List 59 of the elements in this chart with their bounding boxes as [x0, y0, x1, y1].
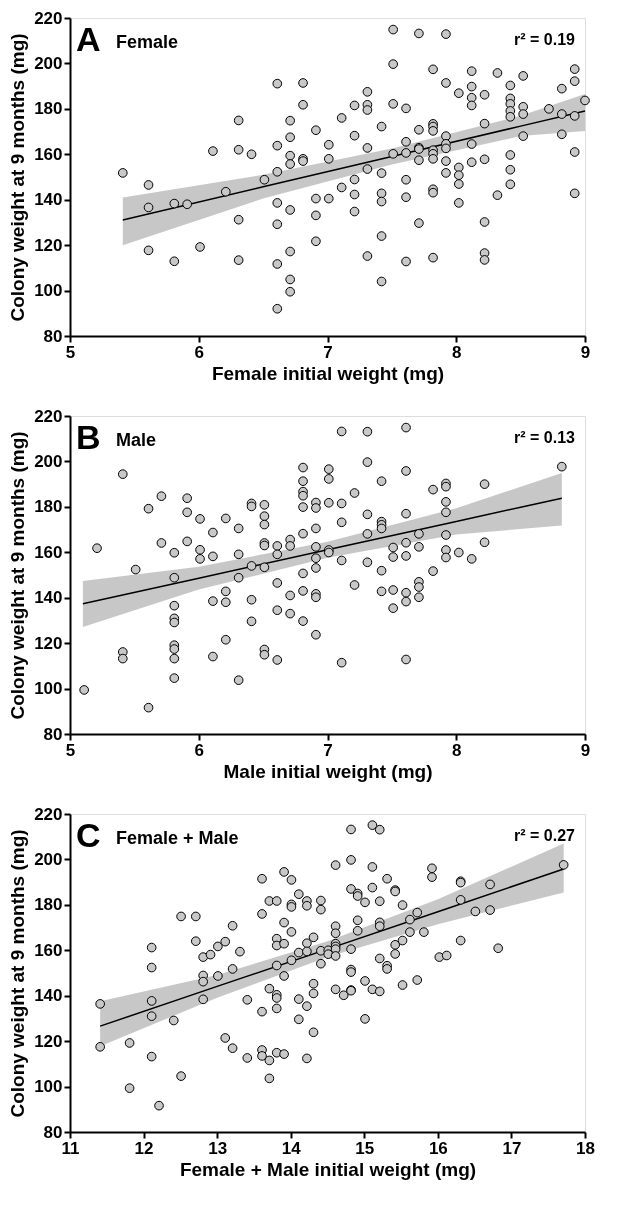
x-tick-label: 15 [355, 1138, 375, 1158]
y-tick-label: 160 [34, 940, 63, 960]
y-tick-label: 140 [34, 588, 63, 608]
x-tick-label: 8 [452, 740, 462, 760]
y-tick-label: 220 [34, 804, 63, 824]
x-tick-label: 5 [65, 740, 76, 760]
y-tick-label: 80 [43, 724, 63, 744]
chart-title: B [76, 418, 101, 456]
x-tick-label: 5 [65, 342, 76, 362]
y-tick-label: 200 [34, 849, 63, 869]
chart-title: C [76, 816, 101, 854]
y-tick-label: 80 [43, 326, 63, 346]
y-tick-label: 120 [34, 235, 63, 255]
annotation: r² = 0.27 [514, 827, 576, 844]
y-tick-label: 220 [34, 406, 63, 426]
y-axis-title: Colony weight at 9 months (mg) [7, 431, 29, 720]
x-tick-label: 7 [323, 342, 333, 362]
y-tick-label: 180 [34, 497, 63, 517]
x-axis-title: Female initial weight (mg) [211, 362, 445, 384]
y-tick-label: 80 [43, 1122, 63, 1142]
y-tick-label: 200 [34, 53, 63, 73]
y-tick-label: 100 [34, 281, 63, 301]
y-tick-label: 160 [34, 542, 63, 562]
x-tick-label: 12 [134, 1138, 154, 1158]
x-tick-label: 17 [502, 1138, 522, 1158]
x-tick-label: 8 [452, 342, 462, 362]
line-series [122, 110, 586, 221]
y-tick-label: 160 [34, 144, 63, 164]
y-tick-label: 200 [34, 451, 63, 471]
y-tick-label: 120 [34, 633, 63, 653]
text: Female + Male [116, 828, 239, 848]
annotation: r² = 0.13 [514, 429, 576, 446]
x-tick-label: 13 [208, 1138, 228, 1158]
y-tick-label: 100 [34, 679, 63, 699]
y-tick-label: 220 [34, 8, 63, 28]
x-tick-label: 6 [194, 740, 204, 760]
annotation: r² = 0.19 [514, 31, 576, 48]
x-axis-title: Male initial weight (mg) [223, 760, 433, 782]
x-tick-label: 6 [194, 342, 204, 362]
chart-title: A [76, 20, 101, 58]
y-axis-title: Colony weight at 9 months (mg) [7, 829, 29, 1118]
y-tick-label: 180 [34, 99, 63, 119]
text: Male [116, 430, 157, 450]
line-series [82, 497, 563, 605]
y-tick-label: 100 [34, 1077, 63, 1097]
x-tick-label: 7 [323, 740, 333, 760]
y-axis-title: Colony weight at 9 months (mg) [7, 33, 29, 322]
text: Female [116, 32, 179, 52]
x-tick-label: 11 [61, 1138, 80, 1158]
x-tick-label: 9 [580, 342, 591, 362]
y-tick-label: 120 [34, 1031, 63, 1051]
x-tick-label: 18 [576, 1138, 595, 1158]
x-tick-label: 14 [281, 1138, 302, 1158]
y-tick-label: 140 [34, 986, 63, 1006]
y-tick-label: 180 [34, 895, 63, 915]
y-tick-label: 140 [34, 190, 63, 210]
x-tick-label: 9 [580, 740, 591, 760]
x-tick-label: 16 [428, 1138, 448, 1158]
x-axis-title: Female + Male initial weight (mg) [179, 1158, 477, 1180]
